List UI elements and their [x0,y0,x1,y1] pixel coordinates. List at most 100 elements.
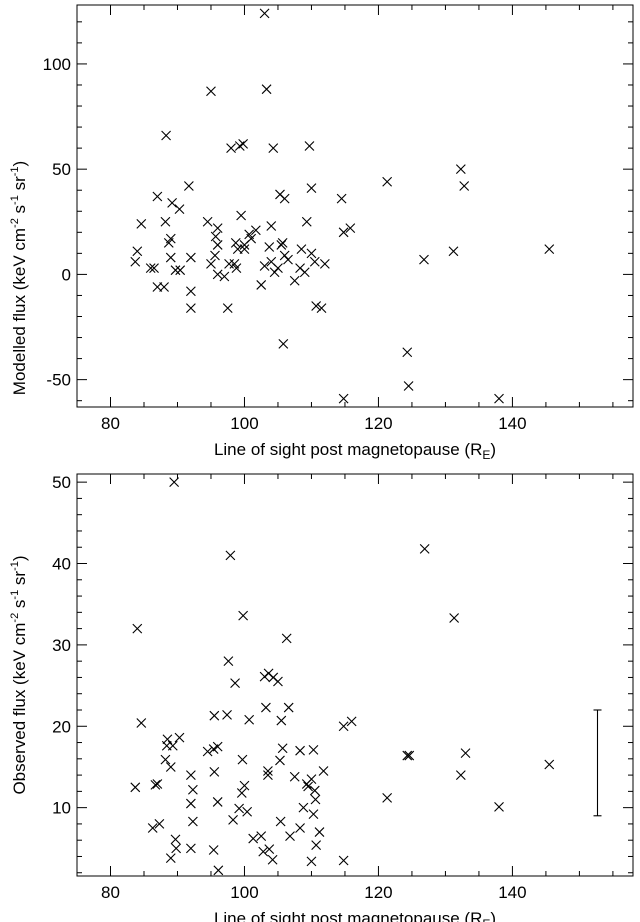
data-point [316,303,327,313]
data-point [230,237,241,248]
data-point [455,770,466,780]
data-point [169,477,180,488]
data-point [268,143,279,154]
data-point [212,223,223,233]
data-point [346,716,357,727]
data-point [228,814,238,825]
data-point [130,782,141,793]
data-point [224,258,234,269]
data-point [275,755,285,766]
data-point [266,221,277,231]
data-point [285,831,295,842]
data-point [308,744,319,755]
data-point [306,248,317,259]
x-tick-label: 80 [101,414,120,433]
data-point [264,242,275,252]
data-point [150,779,161,790]
data-point [281,633,292,644]
data-point [136,718,147,728]
plot-frame [76,4,634,408]
data-point [185,286,196,297]
data-point [202,746,213,757]
data-point [455,164,466,175]
data-point [314,827,325,837]
data-point [298,802,309,813]
data-point [279,193,290,204]
data-point [276,715,287,726]
data-point [212,240,223,250]
data-point [188,816,198,827]
data-point [236,210,247,221]
data-point [165,762,176,772]
data-point [188,784,198,795]
data-point [263,770,273,780]
data-point [185,303,196,313]
data-point [309,785,320,796]
data-point [174,204,185,215]
data-point [309,256,320,267]
data-point [301,216,312,227]
data-point [338,855,349,866]
data-point [234,803,244,814]
data-point [208,845,219,855]
data-point [165,853,176,863]
data-point [170,265,181,276]
data-point [130,256,141,267]
y-tick-label: 10 [52,799,71,818]
data-point [152,779,163,789]
data-point [161,130,171,141]
data-point [306,183,317,193]
data-point [160,754,171,765]
data-point [248,833,259,844]
data-point [304,141,315,151]
data-point [296,244,307,255]
data-point [261,84,272,95]
y-axis-title: Modelled flux (keV cm-2 s-1 sr-1) [9,161,29,395]
data-point [209,766,220,777]
data-point [209,710,220,721]
data-point [259,261,270,271]
data-point [295,745,305,756]
data-point [231,263,242,273]
data-point [544,759,555,770]
data-point [459,181,470,191]
data-point [301,779,312,789]
data-point [311,301,322,311]
data-point [419,543,430,554]
x-tick-label: 100 [230,883,258,902]
data-point [308,809,319,820]
data-point [283,702,294,713]
data-point [210,250,220,261]
y-tick-label: 0 [62,265,71,284]
modelled-flux-panel: 80 100 120 140 -50 0 50 100 Line of sight post m… [9,4,634,462]
data-point [183,181,194,191]
data-point [213,865,224,876]
data-point [449,613,460,623]
data-point [185,798,196,809]
data-point [206,86,216,97]
data-point [167,197,178,208]
data-point [267,854,278,865]
data-point [338,393,349,404]
y-tick-label: 40 [52,555,71,574]
data-point [154,819,165,829]
x-axis-title: Line of sight post magnetopause (RE) [214,909,496,922]
data-point [206,258,216,269]
data-point [163,237,174,248]
data-point [185,770,196,780]
data-point [175,265,186,276]
data-point [261,702,271,713]
data-point [185,252,196,263]
data-point [250,225,261,236]
y-tick-label: 30 [52,636,71,655]
data-point [222,709,232,720]
data-point [132,246,143,257]
data-point [212,269,223,280]
data-point [256,280,267,290]
data-point [219,271,230,282]
data-point [238,139,249,149]
data-point [263,766,273,776]
data-point [237,754,248,765]
data-point [149,263,159,273]
